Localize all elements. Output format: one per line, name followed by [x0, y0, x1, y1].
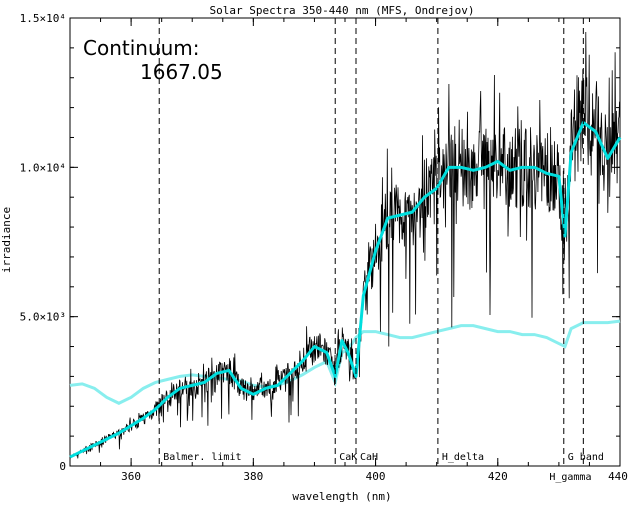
y-axis-label: irradiance	[0, 207, 13, 273]
chart-title: Solar Spectra 350-440 nm (MFS, Ondrejov)	[210, 4, 475, 17]
y-tick-label: 1.0×10⁴	[20, 161, 66, 174]
x-tick-label: 420	[488, 470, 508, 483]
x-tick-label: 360	[121, 470, 141, 483]
marker-label: H_gamma	[549, 472, 591, 483]
x-axis-label: wavelength (nm)	[292, 490, 391, 503]
continuum-label: Continuum:	[83, 36, 200, 60]
x-tick-label: 440	[608, 470, 628, 483]
y-tick-label: 1.5×10⁴	[20, 12, 66, 25]
marker-label: Balmer. limit	[163, 452, 241, 463]
x-tick-label: 400	[366, 470, 386, 483]
marker-label: G band	[568, 452, 604, 463]
marker-label: CaK	[339, 452, 357, 463]
marker-label: H_delta	[442, 452, 484, 463]
plot-area: 360 380 400 420 440 0 5.0×10³ 1.0×10⁴ 1.5×10⁴ Bal…	[20, 12, 628, 483]
y-tick-label: 0	[59, 460, 66, 473]
marker-label: CaH	[360, 452, 378, 463]
smoothed-spectrum-line	[69, 121, 622, 459]
continuum-value: 1667.05	[140, 60, 223, 84]
y-tick-label: 5.0×10³	[20, 311, 66, 324]
x-tick-label: 380	[243, 470, 263, 483]
spectrum-line	[69, 31, 621, 459]
